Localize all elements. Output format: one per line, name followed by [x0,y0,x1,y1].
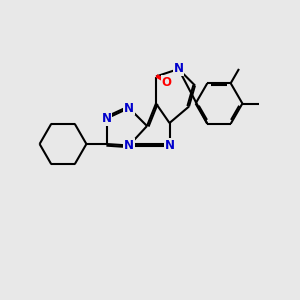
Text: N: N [173,62,184,76]
Text: N: N [124,139,134,152]
Text: N: N [164,139,175,152]
Text: O: O [161,76,172,89]
Text: N: N [124,101,134,115]
Text: N: N [101,112,112,125]
